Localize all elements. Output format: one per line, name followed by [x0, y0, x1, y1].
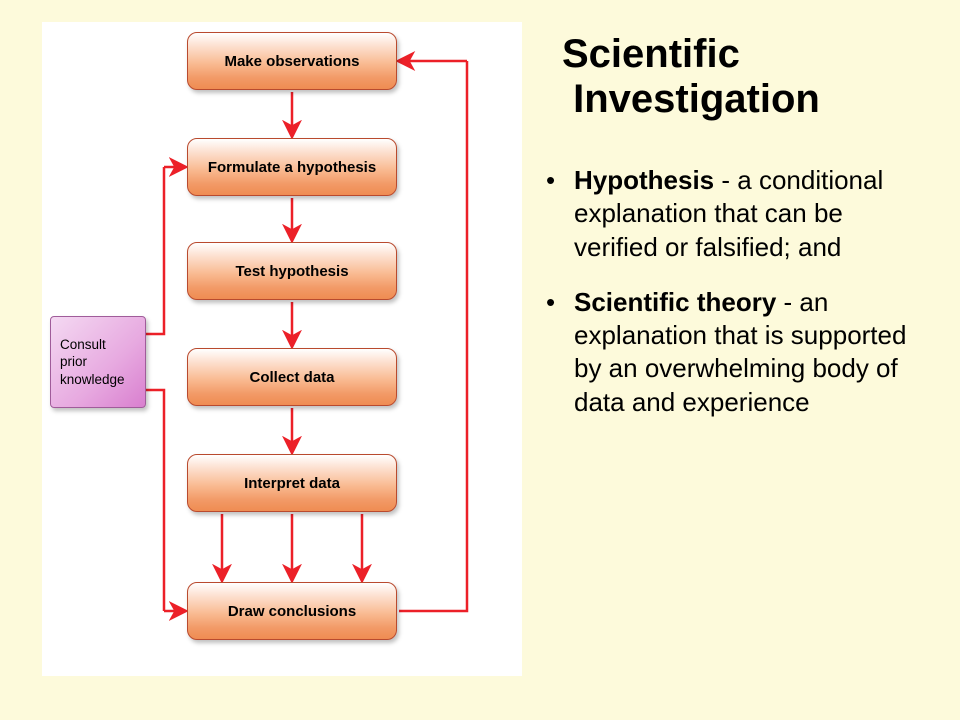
flow-step-1: Make observations	[187, 32, 397, 90]
definition-list: Hypothesis - a conditional explanation t…	[546, 164, 926, 441]
title-line-2: Investigation	[573, 77, 820, 121]
flow-step-5: Interpret data	[187, 454, 397, 512]
slide-title: Scientific Investigation	[562, 32, 820, 122]
bullet-1: Hypothesis - a conditional explanation t…	[546, 164, 926, 264]
flowchart-panel: Make observations Formulate a hypothesis T…	[42, 22, 522, 676]
bullet-term: Scientific theory	[574, 287, 776, 317]
bullet-term: Hypothesis	[574, 165, 714, 195]
flow-step-3: Test hypothesis	[187, 242, 397, 300]
flow-step-2: Formulate a hypothesis	[187, 138, 397, 196]
title-line-1: Scientific	[562, 32, 740, 76]
consult-prior-knowledge: Consult prior knowledge	[50, 316, 146, 408]
flow-step-4: Collect data	[187, 348, 397, 406]
flow-step-6: Draw conclusions	[187, 582, 397, 640]
bullet-2: Scientific theory - an explanation that …	[546, 286, 926, 419]
